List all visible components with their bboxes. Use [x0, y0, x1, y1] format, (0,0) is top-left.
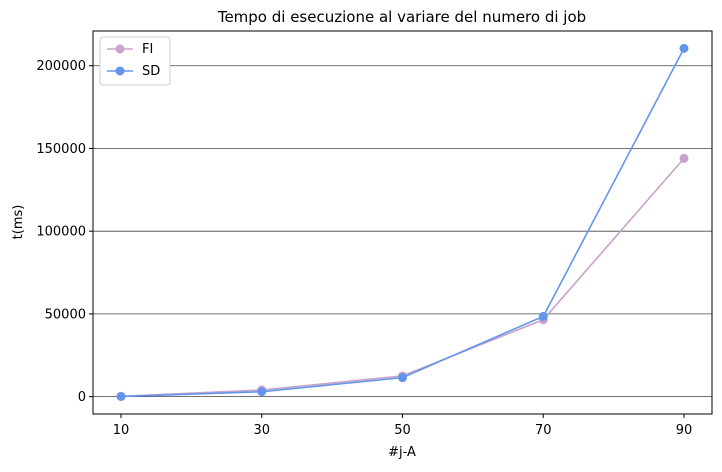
legend: FI SD [99, 36, 171, 86]
y-tick-label: 0 [78, 390, 86, 405]
legend-marker-fi [115, 44, 125, 54]
y-tick-label: 50000 [45, 307, 86, 322]
y-tick-label: 200000 [36, 59, 86, 74]
data-point-sd [679, 43, 689, 53]
y-axis: 0 50000 100000 150000 200000 [36, 59, 93, 405]
y-tick-label: 100000 [36, 225, 86, 240]
data-point-sd [398, 373, 407, 383]
x-tick-label: 90 [676, 423, 693, 438]
x-tick-label: 10 [113, 423, 130, 438]
x-tick-label: 70 [535, 423, 552, 438]
plot-background [93, 31, 712, 414]
y-tick-label: 150000 [36, 142, 86, 157]
x-axis: 10 30 50 70 90 [113, 414, 693, 438]
legend-marker-sd [115, 66, 125, 76]
x-tick-label: 30 [253, 423, 270, 438]
gridlines [93, 65, 712, 398]
y-axis-label: t(ms) [11, 205, 26, 240]
data-point-sd [257, 387, 267, 397]
x-tick-label: 50 [394, 423, 411, 438]
series-layer [116, 43, 689, 401]
legend-label-fi: FI [142, 42, 153, 57]
legend-label-sd: SD [142, 64, 160, 79]
data-point-sd [116, 391, 126, 401]
data-point-sd [538, 311, 548, 321]
data-point-fi [679, 153, 689, 163]
chart-title: Tempo di esecuzione al variare del numer… [217, 8, 586, 26]
x-axis-label: #j-A [388, 445, 416, 460]
